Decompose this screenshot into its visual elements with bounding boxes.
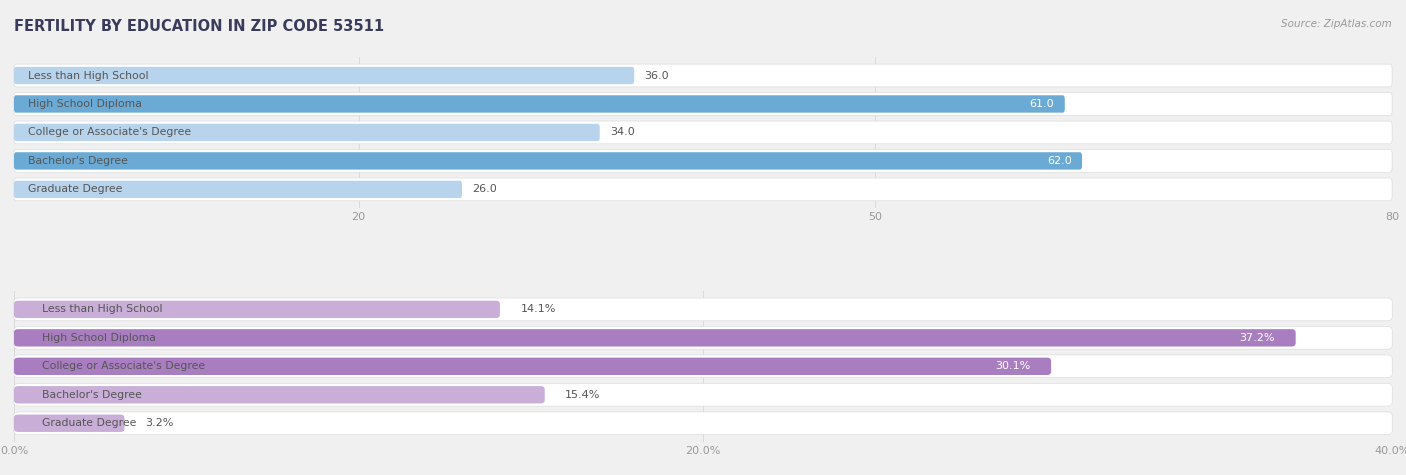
FancyBboxPatch shape: [14, 301, 501, 318]
Text: 14.1%: 14.1%: [520, 304, 555, 314]
Text: Source: ZipAtlas.com: Source: ZipAtlas.com: [1281, 19, 1392, 29]
FancyBboxPatch shape: [14, 386, 544, 403]
Text: Less than High School: Less than High School: [28, 70, 149, 80]
Text: 3.2%: 3.2%: [145, 418, 173, 428]
FancyBboxPatch shape: [14, 383, 1392, 406]
FancyBboxPatch shape: [14, 358, 1052, 375]
FancyBboxPatch shape: [14, 180, 463, 198]
FancyBboxPatch shape: [14, 152, 1083, 170]
Text: 15.4%: 15.4%: [565, 390, 600, 400]
FancyBboxPatch shape: [14, 298, 1392, 321]
FancyBboxPatch shape: [14, 124, 600, 141]
FancyBboxPatch shape: [14, 178, 1392, 201]
Text: Less than High School: Less than High School: [42, 304, 162, 314]
Text: Graduate Degree: Graduate Degree: [42, 418, 136, 428]
FancyBboxPatch shape: [14, 64, 1392, 87]
Text: 36.0: 36.0: [644, 70, 669, 80]
FancyBboxPatch shape: [14, 326, 1392, 349]
FancyBboxPatch shape: [14, 415, 125, 432]
FancyBboxPatch shape: [14, 95, 1064, 113]
Text: Bachelor's Degree: Bachelor's Degree: [28, 156, 128, 166]
Text: College or Associate's Degree: College or Associate's Degree: [28, 127, 191, 137]
Text: FERTILITY BY EDUCATION IN ZIP CODE 53511: FERTILITY BY EDUCATION IN ZIP CODE 53511: [14, 19, 384, 34]
Text: High School Diploma: High School Diploma: [28, 99, 142, 109]
FancyBboxPatch shape: [14, 329, 1296, 347]
FancyBboxPatch shape: [14, 67, 634, 84]
FancyBboxPatch shape: [14, 121, 1392, 144]
Text: 26.0: 26.0: [472, 184, 496, 194]
Text: Graduate Degree: Graduate Degree: [28, 184, 122, 194]
Text: 37.2%: 37.2%: [1239, 333, 1275, 343]
FancyBboxPatch shape: [14, 93, 1392, 115]
FancyBboxPatch shape: [14, 412, 1392, 435]
Text: Bachelor's Degree: Bachelor's Degree: [42, 390, 142, 400]
Text: 62.0: 62.0: [1047, 156, 1071, 166]
Text: College or Associate's Degree: College or Associate's Degree: [42, 361, 205, 371]
FancyBboxPatch shape: [14, 355, 1392, 378]
Text: 61.0: 61.0: [1029, 99, 1054, 109]
Text: High School Diploma: High School Diploma: [42, 333, 156, 343]
Text: 30.1%: 30.1%: [995, 361, 1031, 371]
FancyBboxPatch shape: [14, 150, 1392, 172]
Text: 34.0: 34.0: [610, 127, 634, 137]
